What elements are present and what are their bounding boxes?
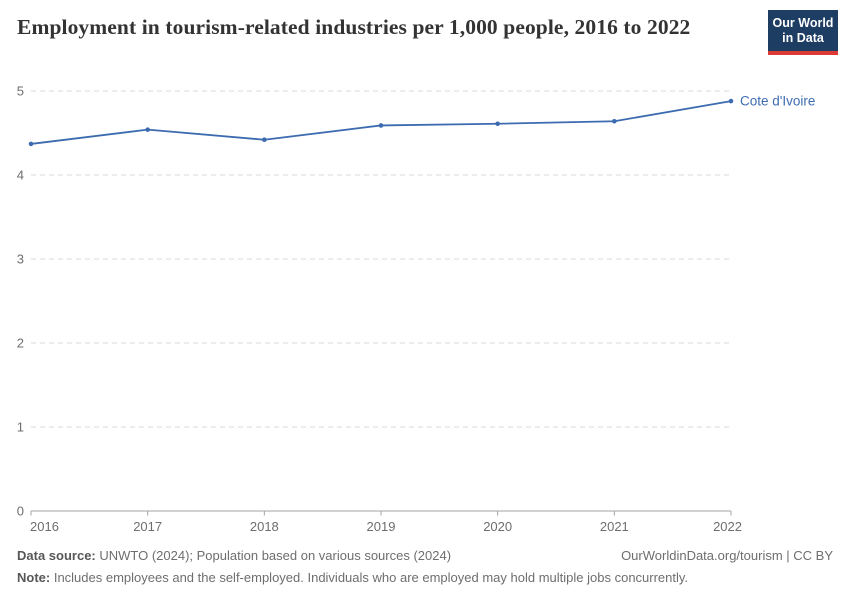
x-tick-label-2019: 2019 xyxy=(367,519,396,534)
data-line-Cote d'Ivoire[interactable] xyxy=(30,100,732,145)
y-tick-label-1: 1 xyxy=(17,420,24,435)
y-tick-label-4: 4 xyxy=(17,168,24,183)
y-tick-label-3: 3 xyxy=(17,252,24,267)
page-title: Employment in tourism-related industries… xyxy=(17,15,691,39)
note-label: Note: xyxy=(17,569,51,585)
y-tick-label-0: 0 xyxy=(17,504,24,519)
data-point-Cote d'Ivoire-2017[interactable] xyxy=(145,127,150,132)
data-point-Cote d'Ivoire-2019[interactable] xyxy=(378,123,384,128)
data-source-line: Data source: UNWTO (2024); Population ba… xyxy=(17,547,451,566)
owid-logo[interactable]: Our World in Data xyxy=(768,10,838,55)
data-source-text: UNWTO (2024); Population based on variou… xyxy=(95,548,452,563)
series-label-Cote d'Ivoire: Cote d'Ivoire xyxy=(740,94,815,109)
x-tick-label-2017: 2017 xyxy=(133,519,162,534)
footer-link[interactable]: OurWorldinData.org/tourism | CC BY xyxy=(621,548,833,563)
data-point-Cote d'Ivoire-2018[interactable] xyxy=(262,137,267,143)
data-point-Cote d'Ivoire-2016[interactable] xyxy=(28,141,34,147)
data-point-Cote d'Ivoire-2022[interactable] xyxy=(728,98,734,104)
owid-logo-line2: in Data xyxy=(782,31,824,45)
y-tick-label-2: 2 xyxy=(17,336,24,351)
data-source-label: Data source: xyxy=(17,548,96,563)
owid-logo-line1: Our World xyxy=(772,16,834,30)
footer: Data source: UNWTO (2024); Population ba… xyxy=(17,547,833,588)
data-point-Cote d'Ivoire-2020[interactable] xyxy=(495,121,500,127)
x-tick-label-2021: 2021 xyxy=(600,519,629,534)
owid-logo-red-strip xyxy=(768,51,838,55)
x-tick-label-2022: 2022 xyxy=(713,519,742,534)
y-tick-label-5: 5 xyxy=(17,84,24,99)
note-text: Includes employees and the self-employed… xyxy=(50,569,689,585)
x-tick-label-2016: 2016 xyxy=(30,519,59,534)
note-line: Note: Includes employees and the self-em… xyxy=(17,569,833,588)
x-tick-label-2018: 2018 xyxy=(250,519,279,534)
data-point-Cote d'Ivoire-2021[interactable] xyxy=(612,118,617,124)
x-tick-label-2020: 2020 xyxy=(483,519,512,534)
owid-logo-text: Our World in Data xyxy=(768,10,838,51)
